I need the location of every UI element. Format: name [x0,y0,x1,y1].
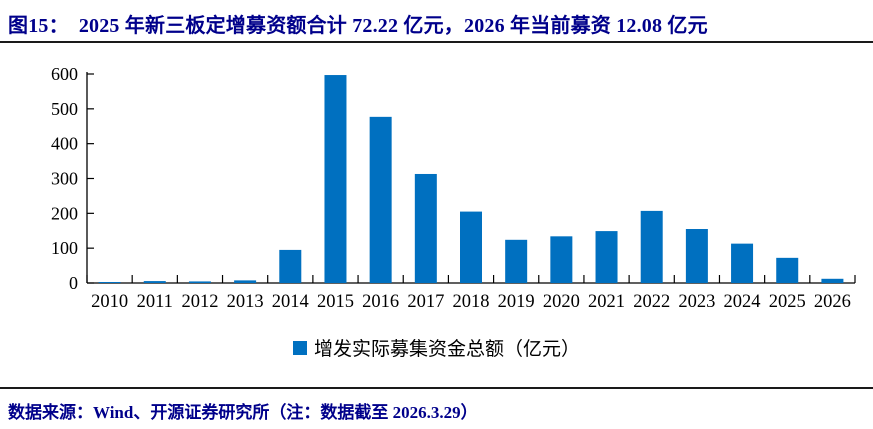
figure-title-text: 2025 年新三板定增募资额合计 72.22 亿元，2026 年当前募资 12.… [78,15,708,37]
x-tick-label: 2021 [588,292,625,312]
bar [414,173,437,283]
x-tick-label: 2026 [814,292,851,312]
bar-chart: 0 100 200 300 400 500 600 2010 2011 2012 2013 2014 2… [51,64,856,312]
bar [324,75,347,283]
bar [460,211,482,283]
bar [731,243,754,283]
title-divider [0,41,873,43]
x-tick-label: 2022 [633,292,670,312]
x-tick-label: 2018 [453,292,490,312]
y-tick-label: 400 [51,134,78,154]
bar [143,281,166,283]
bar [369,116,392,283]
bar [188,281,211,283]
y-tick-label: 100 [51,238,78,258]
figure-title: 图15： 2025 年新三板定增募资额合计 72.22 亿元，2026 年当前募资… [8,9,868,38]
x-tick-label: 2016 [362,292,399,312]
x-tick-label: 2024 [724,292,761,312]
x-tick-label: 2020 [543,292,580,312]
legend-label: 增发实际募集资金总额（亿元） [313,339,580,360]
y-tick-label: 600 [51,64,78,84]
y-tick-label: 0 [69,273,78,293]
chart-legend: 增发实际募集资金总额（亿元） [0,334,873,361]
x-tick-label: 2014 [272,292,309,312]
bar [550,236,573,283]
bar [685,229,708,283]
x-tick-label: 2013 [227,292,264,312]
source-note: 数据来源：Wind、开源证券研究所（注：数据截至 2026.3.29） [8,403,478,422]
bar [505,239,528,283]
bar [595,231,618,283]
y-tick-label: 500 [51,99,78,119]
figure-number-label: 图15： [8,15,69,37]
bar [234,280,257,283]
x-tick-label: 2010 [91,292,128,312]
x-tick-label: 2017 [407,292,444,312]
x-tick-label: 2023 [678,292,715,312]
y-tick-label: 200 [51,203,78,223]
bar [98,282,121,283]
bar [279,249,302,283]
x-tick-label: 2011 [137,292,173,312]
footer-divider [0,387,873,389]
y-tick-label: 300 [51,169,78,189]
legend-square-icon [292,340,307,355]
x-tick-label: 2019 [498,292,535,312]
bar [776,257,799,283]
x-tick-label: 2012 [181,292,218,312]
bar [640,210,663,283]
x-tick-label: 2015 [317,292,354,312]
bar [821,278,844,283]
x-tick-label: 2025 [769,292,806,312]
